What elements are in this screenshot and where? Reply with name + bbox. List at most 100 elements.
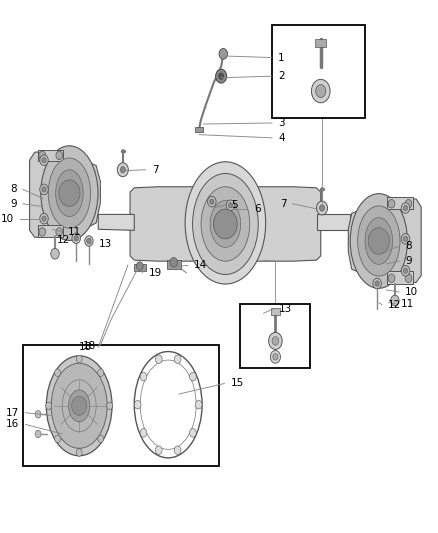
Ellipse shape — [357, 206, 400, 276]
Circle shape — [401, 203, 410, 213]
Circle shape — [219, 49, 227, 59]
Circle shape — [98, 369, 104, 376]
Text: 14: 14 — [194, 261, 207, 270]
Circle shape — [405, 274, 412, 282]
Circle shape — [40, 184, 48, 195]
Polygon shape — [317, 214, 350, 230]
Circle shape — [39, 228, 46, 236]
Circle shape — [403, 268, 408, 273]
Polygon shape — [130, 187, 321, 261]
Circle shape — [317, 201, 328, 215]
Bar — [272, 25, 365, 118]
Circle shape — [55, 435, 60, 442]
Circle shape — [228, 203, 233, 208]
Text: 13: 13 — [279, 304, 292, 314]
Polygon shape — [38, 225, 64, 237]
Ellipse shape — [201, 187, 250, 261]
Text: 7: 7 — [280, 199, 286, 209]
Circle shape — [405, 199, 412, 208]
Text: 16: 16 — [6, 419, 19, 430]
Text: 8: 8 — [10, 184, 17, 195]
Text: 18: 18 — [83, 341, 96, 351]
Bar — [240, 304, 310, 368]
Circle shape — [214, 209, 237, 239]
Polygon shape — [98, 214, 134, 230]
Circle shape — [134, 400, 141, 409]
Text: 8: 8 — [405, 241, 412, 251]
Ellipse shape — [46, 356, 112, 456]
Ellipse shape — [350, 193, 407, 288]
Circle shape — [35, 430, 41, 438]
Ellipse shape — [56, 169, 83, 216]
Circle shape — [42, 216, 46, 221]
Text: 12: 12 — [57, 235, 70, 245]
Circle shape — [46, 402, 52, 409]
Circle shape — [391, 295, 399, 306]
Bar — [315, 39, 326, 47]
Circle shape — [117, 163, 128, 176]
Circle shape — [401, 265, 410, 276]
Text: 10: 10 — [1, 214, 14, 224]
Circle shape — [403, 205, 408, 211]
Circle shape — [140, 373, 147, 381]
Ellipse shape — [41, 146, 98, 240]
Text: 9: 9 — [10, 199, 17, 209]
Ellipse shape — [51, 364, 107, 448]
Circle shape — [373, 278, 381, 289]
Circle shape — [215, 69, 226, 83]
Circle shape — [76, 356, 82, 363]
Circle shape — [42, 187, 46, 192]
Circle shape — [85, 236, 93, 246]
Circle shape — [170, 257, 177, 267]
Circle shape — [272, 337, 279, 345]
Ellipse shape — [365, 217, 392, 264]
Circle shape — [71, 396, 87, 415]
Bar — [195, 127, 203, 132]
Circle shape — [74, 236, 78, 241]
Circle shape — [40, 155, 48, 165]
Text: 18: 18 — [79, 342, 92, 352]
Circle shape — [72, 233, 81, 244]
Polygon shape — [167, 260, 181, 269]
Circle shape — [210, 199, 214, 204]
Circle shape — [273, 354, 278, 360]
Circle shape — [174, 355, 181, 364]
Text: 5: 5 — [231, 200, 238, 210]
Polygon shape — [30, 151, 100, 237]
Circle shape — [388, 274, 395, 282]
Text: 7: 7 — [152, 165, 158, 175]
Text: 11: 11 — [68, 227, 81, 237]
Text: 9: 9 — [405, 256, 412, 266]
Ellipse shape — [210, 200, 240, 247]
Ellipse shape — [140, 360, 196, 449]
Polygon shape — [387, 271, 413, 284]
Ellipse shape — [134, 352, 202, 458]
Circle shape — [195, 400, 202, 409]
Circle shape — [270, 351, 280, 364]
Text: 13: 13 — [99, 239, 112, 249]
Circle shape — [136, 262, 143, 270]
Circle shape — [403, 236, 408, 241]
Text: 15: 15 — [230, 378, 244, 389]
Circle shape — [316, 85, 326, 98]
Circle shape — [155, 355, 162, 364]
Circle shape — [388, 199, 395, 208]
Circle shape — [59, 180, 80, 206]
Polygon shape — [348, 198, 421, 282]
Circle shape — [140, 429, 147, 437]
Text: 3: 3 — [278, 118, 285, 128]
Text: 1: 1 — [278, 53, 285, 62]
Polygon shape — [134, 264, 146, 271]
Ellipse shape — [193, 173, 258, 274]
Circle shape — [368, 228, 389, 254]
Circle shape — [42, 158, 46, 163]
Text: 17: 17 — [6, 408, 19, 418]
Circle shape — [208, 196, 216, 207]
Circle shape — [190, 429, 196, 437]
Text: 11: 11 — [401, 298, 414, 309]
Bar — [271, 308, 279, 316]
Circle shape — [56, 228, 63, 236]
Ellipse shape — [69, 390, 90, 422]
Circle shape — [375, 281, 379, 286]
Circle shape — [76, 449, 82, 456]
